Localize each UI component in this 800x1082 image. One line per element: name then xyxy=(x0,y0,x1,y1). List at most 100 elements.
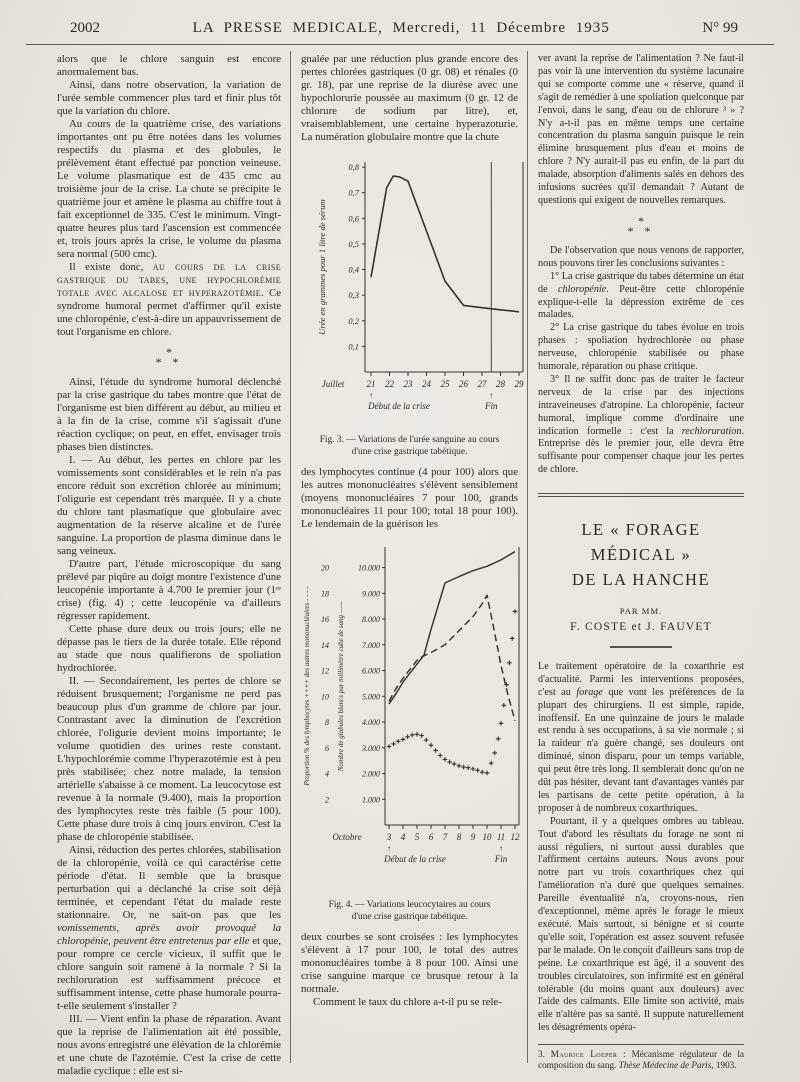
paragraph: I. — Au début, les pertes en chlore par … xyxy=(57,454,281,557)
svg-text:6.000: 6.000 xyxy=(362,667,380,676)
article-title: LE « FORAGE MÉDICAL » DE LA HANCHE xyxy=(571,520,711,590)
italic-run: chloropénie xyxy=(557,283,607,295)
fig3-chart: 0,1 0,2 0,3 0,4 0,5 0,6 0,7 0,8 Urée en grammes … xyxy=(301,156,524,430)
svg-text:0,1: 0,1 xyxy=(348,341,359,351)
smallcaps-run: au cours de la crise gastrique du tabes,… xyxy=(57,261,281,299)
svg-text:9: 9 xyxy=(471,832,476,842)
fig4-figure: 1.000 2.000 3.000 4.000 5.000 6.000 7.000 8.000… xyxy=(301,543,521,923)
svg-text:0,4: 0,4 xyxy=(348,265,359,275)
paragraph: 3° Il ne suffit donc pas de traiter le f… xyxy=(538,373,744,476)
svg-text:10: 10 xyxy=(483,832,493,842)
column-middle: gnalée par une réduction plus grande enc… xyxy=(290,51,528,1063)
italic-run: forage xyxy=(576,686,603,698)
svg-text:4: 4 xyxy=(325,770,329,779)
svg-text:5: 5 xyxy=(415,832,420,842)
svg-text:28: 28 xyxy=(496,379,506,389)
svg-text:22: 22 xyxy=(385,379,395,389)
paragraph: De l'observation que nous venons de rapp… xyxy=(538,244,744,269)
svg-text:7: 7 xyxy=(443,832,448,842)
svg-text:Début de la crise: Début de la crise xyxy=(383,854,446,864)
svg-text:23: 23 xyxy=(404,379,414,389)
byline-authors: F. COSTE et J. FAUVET xyxy=(570,620,712,633)
svg-text:Urée en grammes pour 1 litre d: Urée en grammes pour 1 litre de sérum xyxy=(317,199,327,335)
paragraph: II. — Secondairement, les pertes de chlo… xyxy=(57,675,281,843)
svg-text:5.000: 5.000 xyxy=(362,692,380,701)
svg-text:8.000: 8.000 xyxy=(362,615,380,624)
fig4-caption: Fig. 4. — Variations leucocytaires au co… xyxy=(328,900,491,922)
svg-text:24: 24 xyxy=(422,379,432,389)
byline: PAR MM. F. COSTE et J. FAUVET xyxy=(538,606,744,633)
svg-text:12: 12 xyxy=(511,832,521,842)
fig3-caption: Fig. 3. — Variations de l'urée sanguine … xyxy=(319,435,500,457)
header-rule xyxy=(26,44,774,45)
paragraph: Comment le taux du chlore a-t-il pu se r… xyxy=(313,996,502,1008)
svg-text:4.000: 4.000 xyxy=(362,718,380,727)
smallcaps-run: Maurice Loeper xyxy=(550,1049,618,1060)
svg-text:2: 2 xyxy=(325,795,329,804)
svg-text:21: 21 xyxy=(367,379,376,389)
paragraph: Le traitement opératoire de la coxarthri… xyxy=(538,660,745,814)
svg-text:Début de la crise: Début de la crise xyxy=(367,401,430,411)
svg-text:Fin: Fin xyxy=(494,854,508,864)
paragraph: Pourtant, il y a quelques ombres au tabl… xyxy=(538,815,744,1034)
svg-text:8: 8 xyxy=(325,718,329,727)
page-header: 2002 LA PRESSE MEDICALE, Mercredi, 11 Dé… xyxy=(0,0,800,44)
svg-text:10: 10 xyxy=(321,692,329,701)
paragraph: gnalée par une réduction plus grande enc… xyxy=(301,53,518,143)
svg-text:10.000: 10.000 xyxy=(358,564,380,573)
svg-text:3.000: 3.000 xyxy=(361,744,380,753)
svg-text:2.000: 2.000 xyxy=(362,770,380,779)
paragraph: alors que le chlore sanguin est encore a… xyxy=(57,53,281,78)
svg-text:11: 11 xyxy=(497,832,505,842)
svg-text:0,3: 0,3 xyxy=(348,290,359,300)
svg-text:0,5: 0,5 xyxy=(348,239,359,249)
svg-text:0,8: 0,8 xyxy=(348,162,359,172)
italic-run: Thèse Médecine de Paris xyxy=(618,1060,712,1071)
svg-text:0,6: 0,6 xyxy=(348,213,359,223)
asterism-separator: * * * xyxy=(627,213,655,238)
svg-text:0,7: 0,7 xyxy=(348,188,359,198)
paragraph: 2° La crise gastrique du tabes évolue en… xyxy=(538,322,744,373)
svg-text:27: 27 xyxy=(478,379,488,389)
asterism-separator: * * * xyxy=(155,345,183,369)
column-left: alors que le chlore sanguin est encore a… xyxy=(57,51,290,1078)
footnote: 3. Maurice Loeper : Mécanisme régulateur… xyxy=(538,1044,744,1072)
page-number: 2002 xyxy=(70,20,100,36)
columns: alors que le chlore sanguin est encore a… xyxy=(0,45,800,1078)
svg-text:↑: ↑ xyxy=(387,844,391,853)
paragraph: des lymphocytes continue (4 pour 100) al… xyxy=(301,466,518,530)
svg-text:7.000: 7.000 xyxy=(362,641,380,650)
section-divider-rule xyxy=(538,493,744,498)
svg-text:26: 26 xyxy=(459,379,469,389)
svg-text:9.000: 9.000 xyxy=(362,589,380,598)
svg-text:20: 20 xyxy=(321,564,329,573)
svg-text:25: 25 xyxy=(441,379,451,389)
issue-number: N° 99 xyxy=(702,20,738,36)
svg-text:Nombre de globules blancs par: Nombre de globules blancs par millimètre… xyxy=(337,600,345,772)
svg-text:Proportion % des lymphocytes +: Proportion % des lymphocytes ++++ des au… xyxy=(303,586,311,787)
svg-text:8: 8 xyxy=(457,832,462,842)
byline-rule xyxy=(610,645,672,648)
paragraph: Ainsi, dans notre observation, la variat… xyxy=(57,79,281,117)
svg-text:Octobre: Octobre xyxy=(332,832,361,842)
paragraph: Cette phase dure deux ou trois jours; el… xyxy=(57,623,281,674)
italic-run: vomissements, après avoir provoqué la ch… xyxy=(57,922,281,947)
fig4-chart: 1.000 2.000 3.000 4.000 5.000 6.000 7.000 8.000… xyxy=(301,543,521,895)
italic-run: rechloruration xyxy=(681,425,742,437)
svg-text:3: 3 xyxy=(386,832,392,842)
paragraph: Ainsi, l'étude du syndrome humoral décle… xyxy=(57,376,281,453)
svg-text:Fin: Fin xyxy=(484,401,498,411)
svg-text:6: 6 xyxy=(325,744,329,753)
svg-text:12: 12 xyxy=(321,667,329,676)
paragraph: 1° La crise gastrique du tabes détermine… xyxy=(538,270,744,321)
paragraph: Au cours de la quatrième crise, des vari… xyxy=(57,118,281,260)
svg-text:29: 29 xyxy=(515,379,525,389)
svg-text:Juillet: Juillet xyxy=(322,379,345,389)
svg-text:16: 16 xyxy=(321,615,329,624)
svg-text:0,2: 0,2 xyxy=(348,316,359,326)
paragraph: III. — Vient enfin la phase de réparatio… xyxy=(57,1013,281,1077)
journal-title: LA PRESSE MEDICALE, Mercredi, 11 Décembr… xyxy=(192,20,610,36)
paragraph: deux courbes se sont croisées : les lymp… xyxy=(301,931,518,995)
svg-text:1.000: 1.000 xyxy=(362,795,380,804)
